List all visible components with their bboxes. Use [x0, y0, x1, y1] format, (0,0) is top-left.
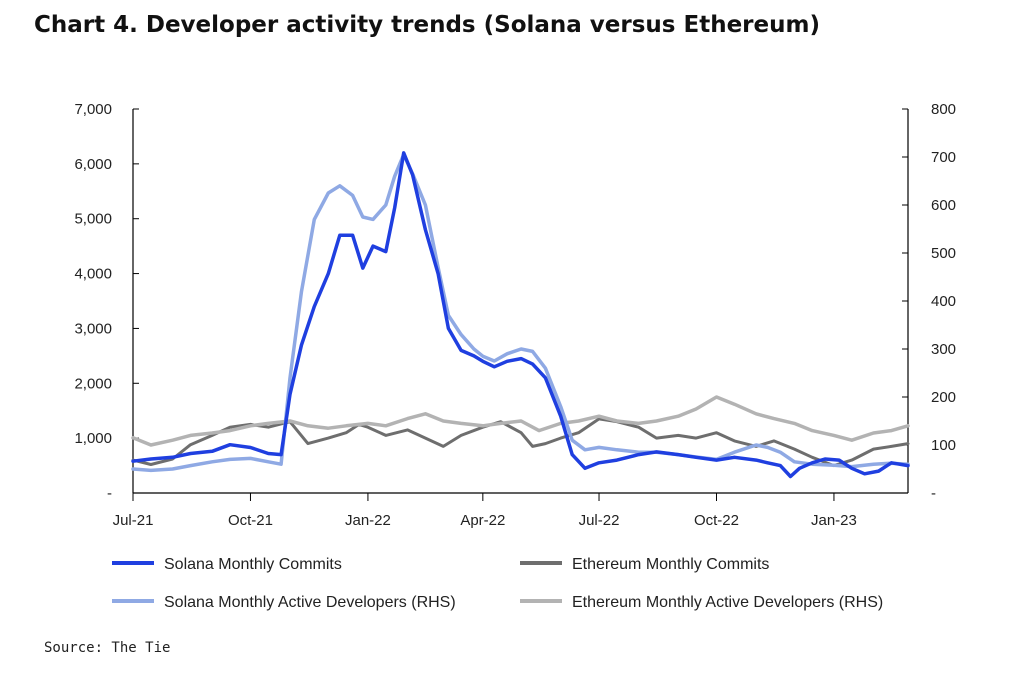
left-y-tick-label: 6,000	[74, 156, 112, 173]
x-tick-label: Jul-21	[113, 512, 154, 529]
chart-legend: Solana Monthly Commits Ethereum Monthly C…	[112, 556, 883, 611]
series-line	[131, 395, 910, 447]
x-tick-label: Jan-23	[811, 512, 857, 529]
left-y-tick-label: -	[107, 485, 112, 502]
chart-series-lines	[131, 151, 910, 479]
legend-label: Ethereum Monthly Active Developers (RHS)	[572, 594, 883, 611]
x-tick-label: Apr-22	[460, 512, 505, 529]
left-y-tick-label: 4,000	[74, 266, 112, 283]
right-y-tick-label: 200	[931, 389, 956, 406]
legend-label: Solana Monthly Commits	[164, 556, 342, 573]
right-y-tick-label: -	[931, 485, 936, 502]
x-tick-label: Jan-22	[345, 512, 391, 529]
left-y-tick-label: 1,000	[74, 430, 112, 447]
right-y-tick-label: 500	[931, 245, 956, 262]
left-y-tick-label: 7,000	[74, 101, 112, 118]
x-tick-label: Oct-21	[228, 512, 273, 529]
legend-label: Solana Monthly Active Developers (RHS)	[164, 594, 456, 611]
right-y-tick-label: 400	[931, 293, 956, 310]
right-y-tick-label: 300	[931, 341, 956, 358]
right-y-tick-label: 800	[931, 101, 956, 118]
series-line	[131, 151, 910, 479]
right-y-tick-label: 700	[931, 149, 956, 166]
left-y-tick-label: 3,000	[74, 320, 112, 337]
right-y-tick-label: 600	[931, 197, 956, 214]
x-tick-label: Jul-22	[579, 512, 620, 529]
chart-title: Chart 4. Developer activity trends (Sola…	[34, 12, 820, 38]
left-y-tick-label: 5,000	[74, 211, 112, 228]
series-line	[131, 417, 910, 468]
right-y-tick-label: 100	[931, 437, 956, 454]
x-tick-label: Oct-22	[694, 512, 739, 529]
left-y-tick-label: 2,000	[74, 375, 112, 392]
legend-label: Ethereum Monthly Commits	[572, 556, 769, 573]
chart-source: Source: The Tie	[44, 640, 171, 656]
chart-axes: - 1,000 2,000 3,000 4,000 5,000 6,000 7,000 - 100…	[74, 101, 956, 529]
